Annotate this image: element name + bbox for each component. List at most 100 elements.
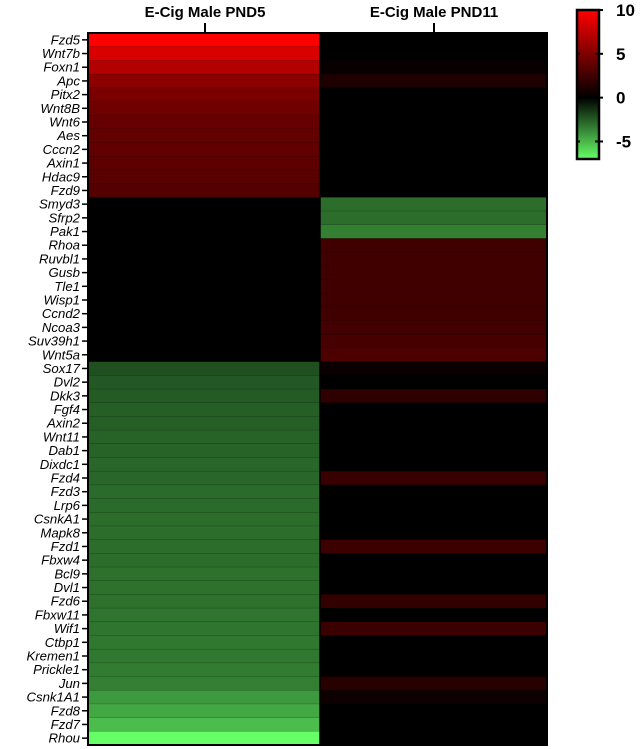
heatmap-cell xyxy=(87,169,321,185)
heatmap-cell xyxy=(87,183,321,198)
heatmap-cell xyxy=(87,128,321,144)
heatmap-cell xyxy=(87,731,321,746)
gene-label: Wnt6 xyxy=(49,115,80,130)
heatmap-cell xyxy=(87,46,321,62)
heatmap-cell xyxy=(87,265,321,281)
heatmap-cell xyxy=(87,662,321,678)
gene-label: Pak1 xyxy=(50,224,80,239)
heatmap-cell xyxy=(87,251,321,267)
gene-labels: Fzd5Wnt7bFoxn1ApcPitx2Wnt8BWnt6AesCccn2A… xyxy=(26,32,88,746)
heatmap-cell xyxy=(319,484,548,500)
heatmap-cell xyxy=(319,717,548,732)
heatmap-cell xyxy=(87,498,321,513)
heatmap-cell xyxy=(319,128,548,144)
gene-label: Pitx2 xyxy=(51,87,81,102)
gene-label: Wnt8B xyxy=(40,101,80,116)
gene-label: Dab1 xyxy=(48,443,80,458)
heatmap-cell xyxy=(87,101,321,116)
heatmap-cell xyxy=(87,142,321,157)
color-scale-gradient xyxy=(575,8,601,161)
gene-label: Tle1 xyxy=(54,279,80,294)
gene-label: Fzd7 xyxy=(51,717,81,732)
heatmap-cell xyxy=(87,703,321,719)
heatmap-cell xyxy=(319,539,548,554)
plot-border xyxy=(87,32,548,746)
gene-label: Rhou xyxy=(48,731,80,746)
heatmap-cell xyxy=(87,566,321,582)
gene-label: Fzd8 xyxy=(51,703,81,718)
gene-label: Fbxw11 xyxy=(35,607,80,622)
heatmap-cell xyxy=(319,292,548,308)
heatmap-cell xyxy=(87,292,321,308)
heatmap-cell xyxy=(87,155,321,171)
heatmap-cell xyxy=(319,333,548,349)
gene-label: Axin2 xyxy=(46,416,81,431)
heatmap-cell xyxy=(87,553,321,568)
gene-label: Dvl2 xyxy=(54,375,81,390)
heatmap-cell xyxy=(319,375,548,390)
heatmap-cell xyxy=(87,416,321,431)
heatmap-cell xyxy=(87,114,321,130)
heatmap-cell xyxy=(319,238,548,253)
gene-label: Hdac9 xyxy=(42,169,81,184)
heatmap-cell xyxy=(319,60,548,75)
heatmap-cell xyxy=(319,594,548,609)
gene-label: Fzd3 xyxy=(51,484,81,499)
heatmap-cell xyxy=(319,429,548,445)
gene-label: Smyd3 xyxy=(39,197,81,212)
heatmap-cell xyxy=(87,210,321,226)
gene-label: Fzd5 xyxy=(51,32,81,47)
gene-label: Fbxw4 xyxy=(41,553,80,568)
heatmap-cell xyxy=(319,265,548,281)
heatmap-cell xyxy=(319,511,548,527)
heatmap-cell xyxy=(319,662,548,678)
gene-label: Wisp1 xyxy=(43,293,80,308)
heatmap-cell xyxy=(87,525,321,541)
heatmap-cell xyxy=(87,197,321,212)
heatmap-cell xyxy=(87,60,321,75)
gene-label: Csnk1A1 xyxy=(26,690,80,705)
heatmap-cell xyxy=(87,607,321,623)
heatmap-cell xyxy=(319,402,548,418)
heatmap-cell xyxy=(319,183,548,198)
heatmap-cell xyxy=(319,676,548,691)
heatmap-cell xyxy=(319,731,548,746)
gene-label: Gusb xyxy=(48,265,80,280)
heatmap-cell xyxy=(87,73,321,89)
color-scale-label: 5 xyxy=(616,45,625,64)
heatmap-cell xyxy=(319,635,548,650)
heatmap-cell xyxy=(319,251,548,267)
gene-label: Wif1 xyxy=(54,621,80,636)
heatmap-cell xyxy=(319,457,548,472)
heatmap-cell xyxy=(87,594,321,609)
heatmap-cell xyxy=(87,32,321,48)
column-title-pnd11: E-Cig Male PND11 xyxy=(370,4,498,21)
gene-label: CsnkA1 xyxy=(34,512,80,527)
color-scale-bar: 10 5 0 -5 xyxy=(575,1,635,161)
heatmap-cell xyxy=(87,388,321,404)
column-titles: E-Cig Male PND5 E-Cig Male PND11 xyxy=(145,4,499,21)
heatmap-cell xyxy=(87,484,321,500)
heatmap-cell xyxy=(87,443,321,459)
heatmap-cell xyxy=(319,416,548,431)
heatmap-cell xyxy=(319,155,548,171)
heatmap-cell xyxy=(87,539,321,554)
heatmap-cell xyxy=(319,553,548,568)
heatmap-cell xyxy=(319,101,548,116)
heatmap-cell xyxy=(319,388,548,404)
gene-label: Kremen1 xyxy=(26,649,80,664)
heatmap-cell xyxy=(319,142,548,157)
heatmap-cell xyxy=(87,689,321,705)
gene-label: Lrp6 xyxy=(54,498,81,513)
gene-label: Bcl9 xyxy=(54,566,80,581)
heatmap-cell xyxy=(87,429,321,445)
gene-label: Axin1 xyxy=(46,156,80,171)
heatmap-cell xyxy=(87,457,321,472)
heatmap-cell xyxy=(319,32,548,48)
heatmap-cell xyxy=(319,114,548,130)
gene-label: Fzd6 xyxy=(51,594,81,609)
gene-label: Jun xyxy=(58,676,80,691)
heatmap-cell xyxy=(319,169,548,185)
gene-label: Fgf4 xyxy=(54,402,80,417)
gene-label: Mapk8 xyxy=(40,525,80,540)
